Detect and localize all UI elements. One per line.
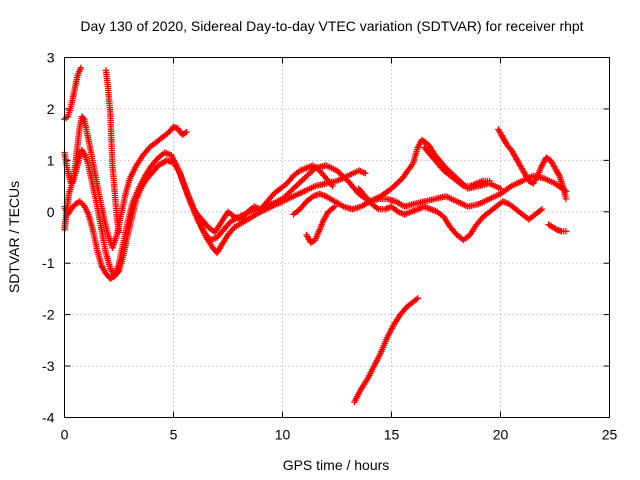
marker-path <box>545 221 570 235</box>
y-tick-label: 3 <box>47 50 55 66</box>
x-tick-label: 0 <box>61 427 69 443</box>
series-arc-6 <box>192 162 336 236</box>
y-tick-label: -4 <box>42 410 55 426</box>
series-arc-13 <box>545 221 570 235</box>
x-tick-label: 10 <box>275 427 291 443</box>
x-tick-label: 20 <box>493 427 509 443</box>
y-axis-label: SDTVAR / TECUs <box>6 181 22 293</box>
marker-path <box>102 67 123 236</box>
y-tick-label: -1 <box>42 255 55 271</box>
marker-path <box>192 162 336 236</box>
marker-path <box>351 295 421 406</box>
series-arc-9 <box>355 185 546 244</box>
y-tick-label: -3 <box>42 358 55 374</box>
x-tick-label: 15 <box>384 427 400 443</box>
axis-ticks: 0 5 10 15 20 25 -4 -3 -2 -1 0 1 2 3 <box>42 50 617 443</box>
marker-path <box>355 185 546 244</box>
series-arc-11 <box>351 295 421 406</box>
y-tick-label: 1 <box>47 152 55 168</box>
marker-path <box>421 144 493 190</box>
series-arc-8 <box>303 203 338 246</box>
grid <box>64 57 610 418</box>
y-tick-label: 2 <box>47 101 55 117</box>
series-arc-10 <box>421 144 493 190</box>
series-arc-5 <box>102 67 123 236</box>
marker-path <box>495 126 570 203</box>
marker-path <box>303 203 338 246</box>
y-tick-label: 0 <box>47 204 55 220</box>
x-axis-label: GPS time / hours <box>283 457 390 473</box>
chart-title: Day 130 of 2020, Sidereal Day-to-day VTE… <box>80 18 583 34</box>
series-arc-12 <box>495 126 570 203</box>
x-tick-label: 5 <box>170 427 178 443</box>
x-tick-label: 25 <box>602 427 618 443</box>
y-tick-label: -2 <box>42 307 55 323</box>
data-points <box>61 64 570 406</box>
plot-frame <box>64 57 610 418</box>
